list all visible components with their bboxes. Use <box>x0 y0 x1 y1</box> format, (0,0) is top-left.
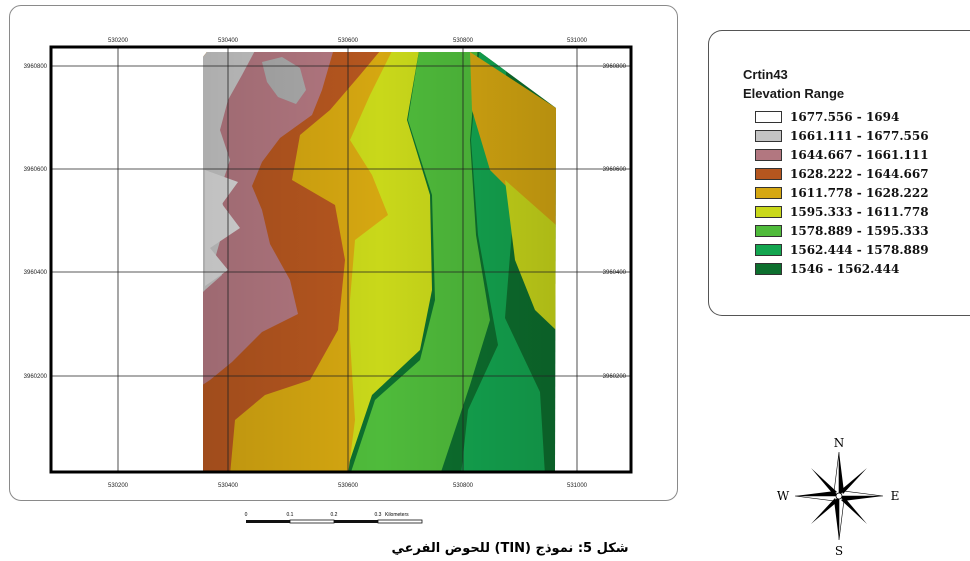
legend-label: 1644.667 - 1661.111 <box>790 148 929 162</box>
x-tick-label-top-1: 530400 <box>218 38 239 44</box>
compass-star-icon <box>794 451 884 541</box>
legend-swatch <box>755 225 782 237</box>
legend-item: 1644.667 - 1661.111 <box>755 147 929 163</box>
compass-east-label: E <box>891 489 900 503</box>
scale-label-3: 0.3 <box>375 512 382 518</box>
scale-label-2: 0.2 <box>331 512 338 518</box>
y-tick-label-left-3: 3960200 <box>24 374 48 380</box>
scale-bar-segment-1 <box>246 520 290 523</box>
legend-item: 1562.444 - 1578.889 <box>755 242 929 258</box>
scale-label-1: 0.1 <box>287 512 294 518</box>
scale-unit-label: Kilometers <box>385 512 409 518</box>
x-tick-label-bottom-2: 530600 <box>338 483 359 489</box>
x-tick-label-bottom-0: 530200 <box>108 483 129 489</box>
scale-label-0: 0 <box>245 512 248 518</box>
legend-label: 1546 - 1562.444 <box>790 262 900 276</box>
y-tick-label-right-3: 3960200 <box>603 374 627 380</box>
legend-item: 1595.333 - 1611.778 <box>755 204 929 220</box>
legend-label: 1661.111 - 1677.556 <box>790 129 929 143</box>
scale-bar-segment-2 <box>289 519 335 524</box>
y-tick-label-left-0: 3960800 <box>24 64 48 70</box>
y-tick-label-left-2: 3960400 <box>24 270 48 276</box>
x-tick-label-top-4: 531000 <box>567 38 588 44</box>
legend-item: 1661.111 - 1677.556 <box>755 128 929 144</box>
legend-layer-name: Crtin43 <box>743 67 788 82</box>
legend-label: 1628.222 - 1644.667 <box>790 167 929 181</box>
legend-label: 1595.333 - 1611.778 <box>790 205 929 219</box>
legend-label: 1677.556 - 1694 <box>790 110 900 124</box>
scale-bar-segment-3 <box>334 520 378 523</box>
legend-item: 1677.556 - 1694 <box>755 109 899 125</box>
y-tick-label-left-1: 3960600 <box>24 167 48 173</box>
legend-swatch <box>755 263 782 275</box>
compass-south-label: S <box>835 544 843 558</box>
legend-swatch <box>755 111 782 123</box>
legend-item: 1628.222 - 1644.667 <box>755 166 929 182</box>
legend-swatch <box>755 206 782 218</box>
legend-label: 1578.889 - 1595.333 <box>790 224 929 238</box>
elevation-surface <box>203 52 556 472</box>
map-view[interactable]: 530200 530400 530600 530800 531000 530200 530… <box>0 0 690 530</box>
x-tick-label-bottom-3: 530800 <box>453 483 474 489</box>
legend-title: Elevation Range <box>743 86 845 101</box>
figure-caption: شكل 5: نموذج (TIN) للحوض الفرعي <box>391 541 629 556</box>
legend-item: 1611.778 - 1628.222 <box>755 185 929 201</box>
legend-panel: Crtin43 Elevation Range 1677.556 - 1694 1… <box>708 30 970 316</box>
legend-swatch <box>755 187 782 199</box>
x-tick-label-bottom-4: 531000 <box>567 483 588 489</box>
x-tick-label-bottom-1: 530400 <box>218 483 239 489</box>
scale-bar: 0 0.1 0.2 0.3 Kilometers <box>245 512 423 524</box>
scale-bar-segment-4 <box>377 519 423 524</box>
y-axis-left-labels: 3960800 3960600 3960400 3960200 <box>24 64 48 380</box>
compass-west-label: W <box>777 489 790 503</box>
legend-swatch <box>755 244 782 256</box>
x-tick-label-top-3: 530800 <box>453 38 474 44</box>
x-axis-bottom-labels: 530200 530400 530600 530800 531000 <box>108 483 588 489</box>
x-tick-label-top-2: 530600 <box>338 38 359 44</box>
y-tick-label-right-2: 3960400 <box>603 270 627 276</box>
legend-item: 1546 - 1562.444 <box>755 261 899 277</box>
legend-item: 1578.889 - 1595.333 <box>755 223 929 239</box>
y-tick-label-right-0: 3960800 <box>603 64 627 70</box>
legend-label: 1611.778 - 1628.222 <box>790 186 929 200</box>
legend-swatch <box>755 149 782 161</box>
y-axis-right-labels: 3960800 3960600 3960400 3960200 <box>603 64 627 380</box>
coordinate-grid <box>51 47 631 472</box>
y-tick-label-right-1: 3960600 <box>603 167 627 173</box>
map-neatline <box>49 45 633 474</box>
legend-label: 1562.444 - 1578.889 <box>790 243 929 257</box>
x-tick-label-top-0: 530200 <box>108 38 129 44</box>
legend-swatch <box>755 168 782 180</box>
legend-swatch <box>755 130 782 142</box>
north-arrow: N S E W <box>777 436 900 558</box>
compass-north-label: N <box>834 436 845 450</box>
x-axis-top-labels: 530200 530400 530600 530800 531000 <box>108 38 588 44</box>
